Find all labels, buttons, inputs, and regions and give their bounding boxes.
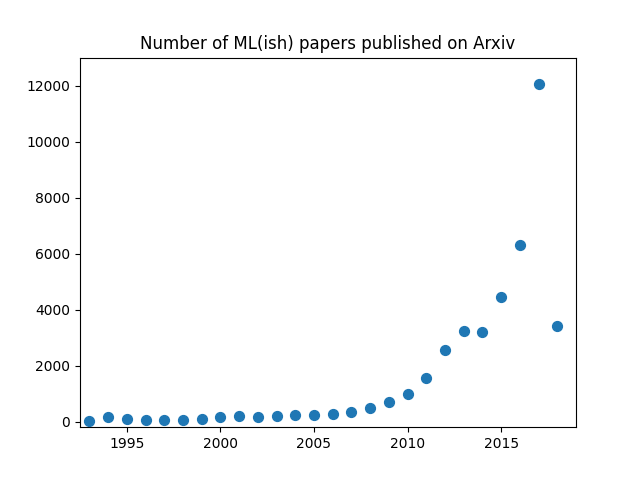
Point <box>103 414 113 421</box>
Point <box>290 411 300 420</box>
Point <box>122 415 132 423</box>
Point <box>84 417 95 425</box>
Point <box>253 413 263 420</box>
Point <box>534 80 544 88</box>
Point <box>403 390 413 397</box>
Point <box>159 416 170 424</box>
Point <box>421 374 431 382</box>
Point <box>178 416 188 424</box>
Point <box>459 327 469 335</box>
Title: Number of ML(ish) papers published on Arxiv: Number of ML(ish) papers published on Ar… <box>140 35 516 53</box>
Point <box>196 415 207 423</box>
Point <box>365 404 375 411</box>
Point <box>496 293 506 301</box>
Point <box>552 323 563 330</box>
Point <box>271 412 282 420</box>
Point <box>477 328 488 336</box>
Point <box>215 414 225 421</box>
Point <box>346 408 356 416</box>
Point <box>309 411 319 419</box>
Point <box>384 398 394 406</box>
Point <box>515 241 525 249</box>
Point <box>140 416 150 424</box>
Point <box>234 412 244 420</box>
Point <box>440 347 450 354</box>
Point <box>328 410 338 418</box>
